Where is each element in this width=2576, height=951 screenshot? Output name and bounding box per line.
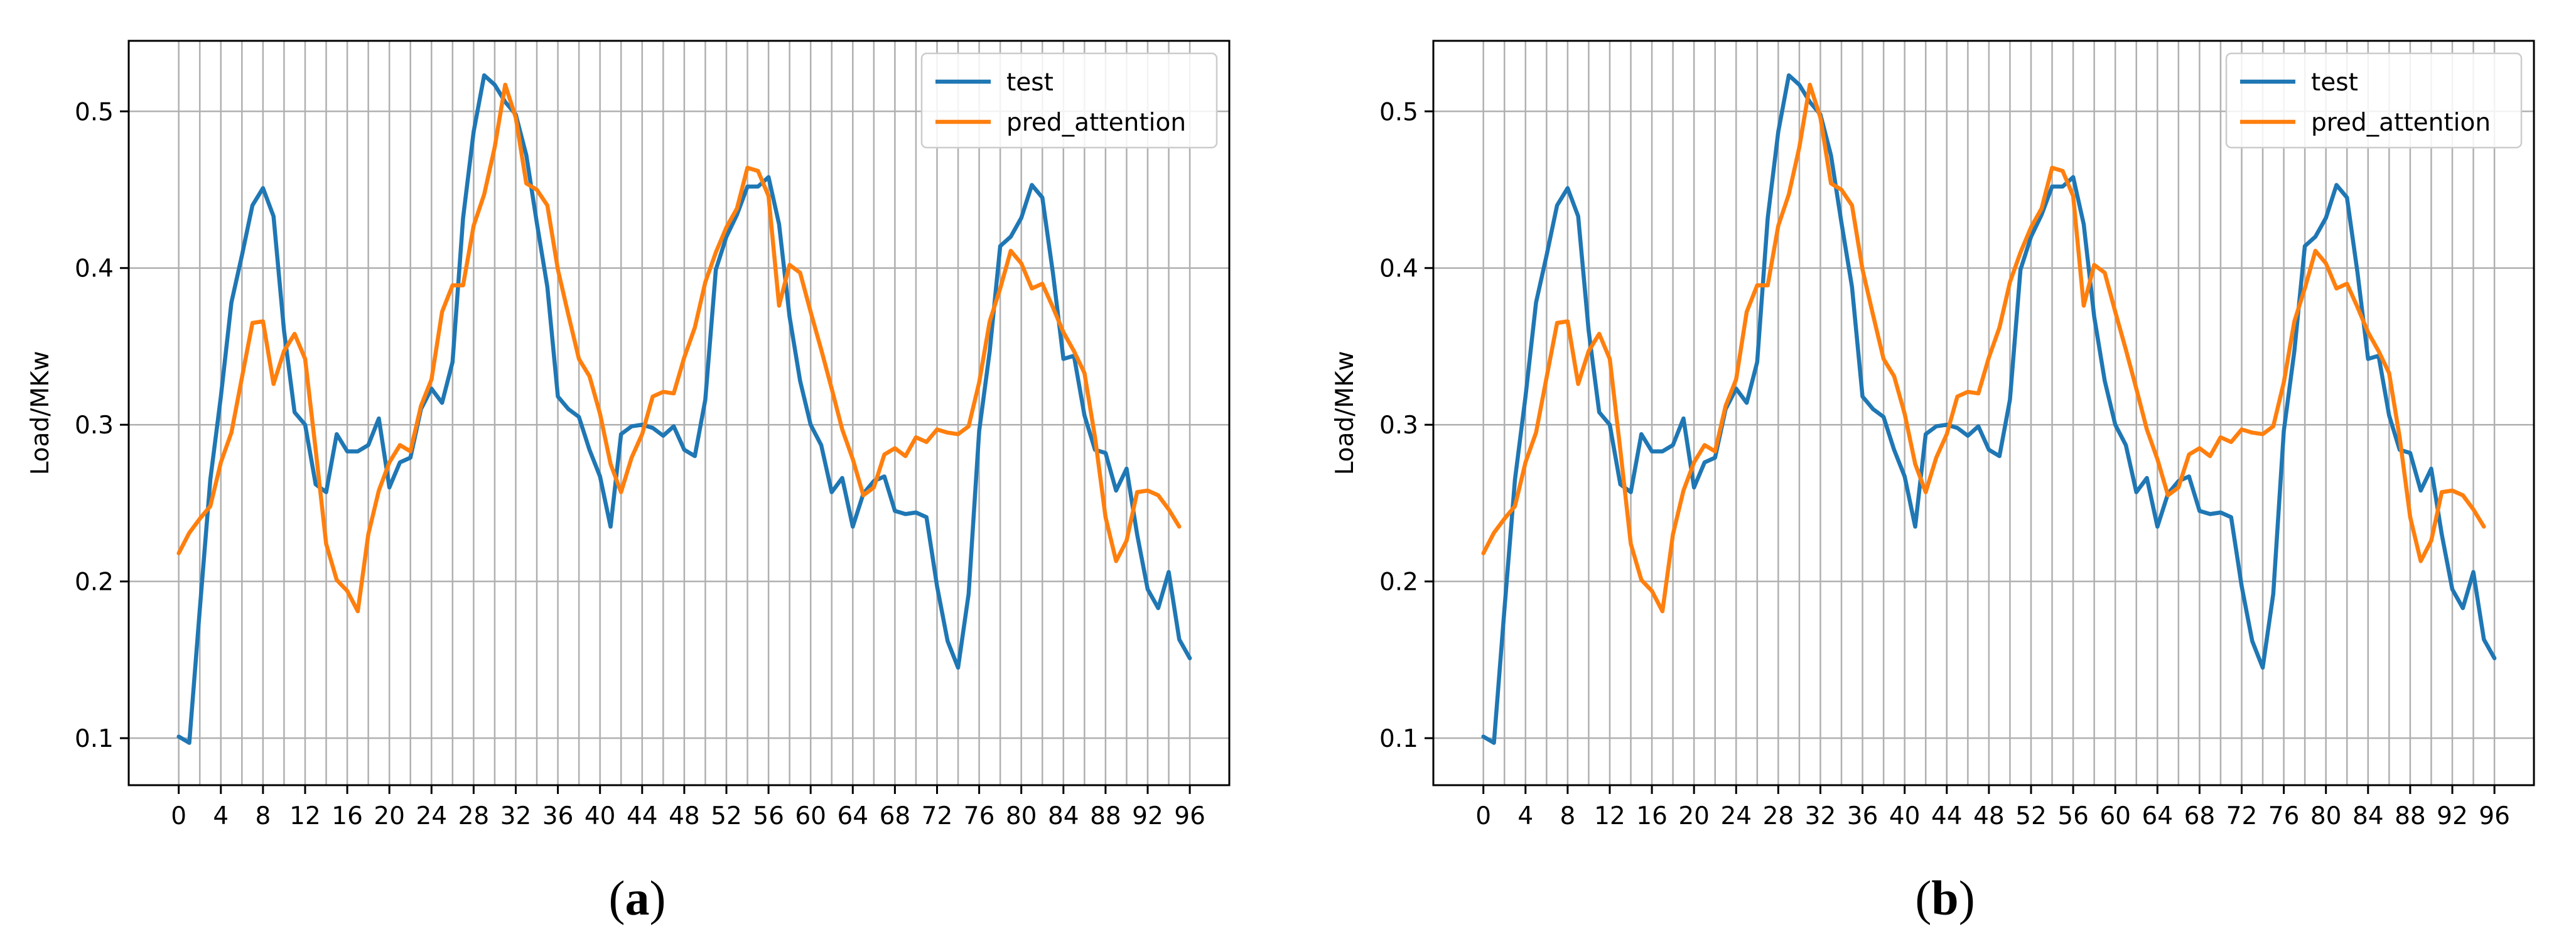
x-tick-label: 0 — [171, 802, 186, 830]
x-tick-label: 96 — [2479, 802, 2510, 830]
x-tick-label: 44 — [1931, 802, 1963, 830]
x-tick-label: 72 — [922, 802, 953, 830]
x-tick-label: 48 — [1973, 802, 2005, 830]
y-axis-label: Load/MKw — [26, 351, 55, 476]
x-tick-label: 40 — [585, 802, 616, 830]
legend-label-pred-attention: pred_attention — [1006, 109, 1186, 137]
panel-label-a: a — [625, 871, 650, 925]
x-tick-label: 88 — [1090, 802, 1121, 830]
x-tick-label: 56 — [753, 802, 784, 830]
legend-box — [2225, 52, 2523, 149]
x-tick-label: 68 — [2184, 802, 2216, 830]
x-tick-label: 4 — [1517, 802, 1533, 830]
x-tick-label: 52 — [2015, 802, 2047, 830]
x-tick-label: 76 — [964, 802, 995, 830]
x-tick-label: 80 — [1006, 802, 1037, 830]
x-tick-label: 84 — [2352, 802, 2384, 830]
x-tick-label: 8 — [1560, 802, 1575, 830]
x-tick-label: 32 — [500, 802, 532, 830]
legend-label-pred-attention: pred_attention — [2311, 109, 2491, 137]
y-tick-label: 0.1 — [1379, 725, 1418, 753]
x-tick-label: 20 — [1678, 802, 1710, 830]
y-tick-label: 0.4 — [75, 255, 114, 283]
x-tick-label: 12 — [1594, 802, 1625, 830]
y-tick-label: 0.4 — [1379, 255, 1418, 283]
legend-label-test: test — [2311, 68, 2358, 97]
x-tick-label: 36 — [1847, 802, 1878, 830]
x-tick-label: 4 — [213, 802, 229, 830]
x-tick-label: 92 — [2437, 802, 2468, 830]
x-tick-label: 72 — [2226, 802, 2258, 830]
series-line-test — [1481, 73, 2497, 745]
panel-caption-a: (a) — [608, 871, 666, 925]
panel-label-b: b — [1931, 871, 1959, 925]
x-tick-label: 76 — [2268, 802, 2300, 830]
x-tick-label: 52 — [711, 802, 742, 830]
x-tick-label: 32 — [1805, 802, 1836, 830]
y-tick-label: 0.1 — [75, 725, 114, 753]
x-tick-label: 48 — [669, 802, 700, 830]
chart-panel-b: 0 4 8 12 16 20 24 28 32 36 40 44 48 52 56 60 64 68 72 76 80 8… — [1331, 40, 2535, 830]
y-axis-label: Load/MKw — [1331, 351, 1359, 476]
x-tick-label: 36 — [542, 802, 574, 830]
x-tick-label: 80 — [2310, 802, 2342, 830]
legend-box — [920, 52, 1218, 149]
x-tick-label: 12 — [289, 802, 321, 830]
series-line-pred-attention — [176, 82, 1182, 614]
y-tick-label: 0.3 — [1379, 411, 1418, 440]
legend-label-test: test — [1006, 68, 1054, 97]
x-tick-label: 16 — [1636, 802, 1668, 830]
x-tick-label: 92 — [1132, 802, 1163, 830]
x-tick-label: 88 — [2395, 802, 2426, 830]
series-line-pred-attention — [1481, 82, 2486, 614]
x-tick-label: 60 — [795, 802, 826, 830]
x-tick-label: 24 — [416, 802, 447, 830]
x-tick-label: 24 — [1720, 802, 1752, 830]
x-tick-label: 64 — [837, 802, 868, 830]
y-tick-label: 0.5 — [1379, 98, 1418, 126]
y-tick-label: 0.2 — [1379, 568, 1418, 597]
plot-frame — [127, 40, 1231, 786]
x-tick-label: 28 — [1763, 802, 1794, 830]
x-tick-label: 8 — [255, 802, 271, 830]
x-tick-label: 96 — [1174, 802, 1205, 830]
y-tick-label: 0.2 — [75, 568, 114, 597]
x-tick-label: 64 — [2142, 802, 2173, 830]
panel-caption-b: (b) — [1915, 871, 1975, 925]
x-tick-label: 56 — [2057, 802, 2089, 830]
y-tick-label: 0.5 — [75, 98, 114, 126]
x-tick-label: 0 — [1475, 802, 1491, 830]
x-tick-label: 16 — [331, 802, 363, 830]
chart-panel-a: 0 4 8 12 16 20 24 28 32 36 40 44 48 52 56 60 64 68 72 76 80 8… — [26, 40, 1231, 830]
x-tick-label: 44 — [627, 802, 658, 830]
x-tick-label: 68 — [880, 802, 911, 830]
x-tick-label: 28 — [458, 802, 490, 830]
plot-frame — [1432, 40, 2535, 786]
series-line-test — [176, 73, 1192, 745]
x-tick-label: 40 — [1889, 802, 1921, 830]
x-tick-label: 84 — [1048, 802, 1079, 830]
y-tick-label: 0.3 — [75, 411, 114, 440]
x-tick-label: 60 — [2099, 802, 2131, 830]
x-tick-label: 20 — [374, 802, 405, 830]
